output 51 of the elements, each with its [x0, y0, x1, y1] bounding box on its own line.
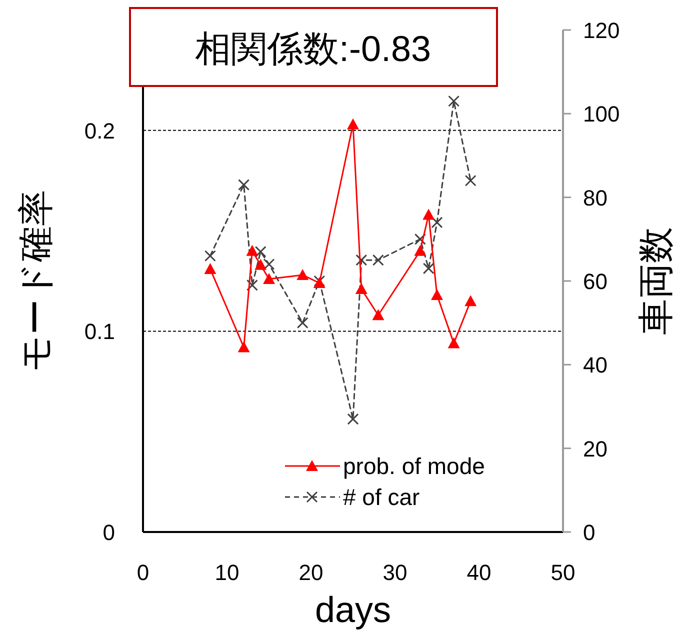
point	[464, 174, 476, 186]
note-box: 相関係数:-0.83	[129, 7, 498, 87]
legend-label: # of car	[343, 484, 420, 510]
point	[414, 244, 426, 256]
point	[254, 258, 267, 270]
point	[254, 246, 266, 258]
point	[448, 337, 460, 348]
y2-tick-label: 0	[583, 520, 596, 545]
point	[414, 233, 426, 245]
point	[347, 413, 359, 425]
x-tick-label: 0	[136, 560, 150, 585]
point	[246, 244, 258, 256]
point	[422, 208, 435, 220]
point	[431, 289, 443, 300]
y2-tick-label: 100	[583, 102, 620, 127]
x-tick-label: 50	[550, 560, 576, 585]
x-tick-label: 20	[298, 560, 324, 585]
point	[372, 309, 384, 320]
point	[238, 341, 250, 352]
point	[204, 262, 216, 274]
point	[263, 272, 275, 284]
point	[246, 279, 258, 291]
point	[372, 254, 384, 266]
y2-tick-label: 80	[583, 185, 608, 210]
y2-tick-label: 60	[583, 269, 608, 294]
point	[422, 262, 434, 274]
point	[464, 295, 477, 306]
x-tick-label: 40	[466, 560, 492, 585]
y2-tick-label: 20	[583, 436, 608, 462]
point	[355, 283, 368, 294]
point	[296, 268, 309, 280]
point	[448, 95, 460, 107]
annotation: 相関係数:-0.83	[194, 28, 432, 69]
y2-tick-label: 40	[583, 352, 608, 378]
x-tick-label: 10	[214, 560, 240, 585]
point	[356, 254, 368, 266]
point	[263, 258, 275, 270]
y-tick-label: 0	[102, 520, 115, 545]
point	[431, 216, 443, 228]
y-tick-label: 0.1	[84, 319, 115, 344]
legend-label: prob. of mode	[343, 453, 485, 479]
point	[347, 118, 359, 130]
point	[296, 317, 308, 329]
y2-axis-title: 車両数	[635, 227, 676, 335]
y-axis-title: モード確率	[15, 190, 56, 372]
y2-tick-label: 120	[583, 18, 620, 43]
point	[238, 179, 250, 191]
x-axis-title: days	[314, 589, 392, 630]
y-tick-label: 0.2	[84, 118, 115, 144]
point	[204, 250, 216, 262]
x-tick-label: 30	[382, 560, 408, 585]
